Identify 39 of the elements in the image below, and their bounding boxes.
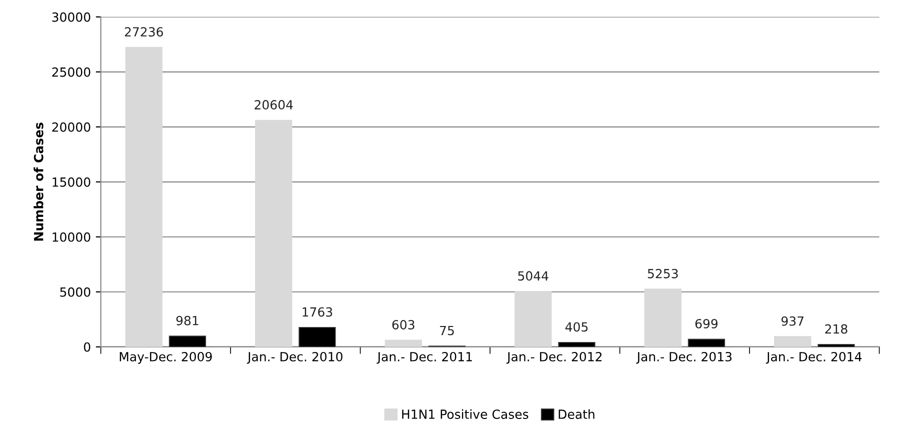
- y-tick-label: 0: [84, 342, 90, 352]
- x-tick-label: May-Dec. 2009: [120, 352, 212, 364]
- bar: [818, 344, 855, 347]
- data-label: 1763: [302, 307, 332, 317]
- legend-label: Death: [558, 409, 594, 419]
- bar: [558, 342, 596, 347]
- x-tick-label: Jan.- Dec. 2011: [376, 352, 472, 364]
- data-label: 699: [695, 318, 718, 328]
- y-tick-label: 10000: [52, 232, 90, 242]
- legend-label: H1N1 Positive Cases: [402, 409, 528, 419]
- x-tick-label: Jan.- Dec. 2013: [636, 352, 732, 364]
- bar: [644, 288, 682, 347]
- bar: [298, 327, 336, 347]
- data-label: 218: [825, 324, 848, 334]
- data-label: 5253: [648, 268, 678, 278]
- x-tick-label: Jan.- Dec. 2012: [506, 352, 602, 364]
- data-label: 603: [392, 320, 414, 330]
- bar: [514, 290, 552, 347]
- y-tick-label: 20000: [52, 122, 90, 132]
- data-label: 405: [565, 322, 588, 332]
- bar: [255, 120, 292, 347]
- data-label: 981: [176, 316, 198, 326]
- data-label: 75: [440, 326, 454, 336]
- bar: [168, 336, 206, 347]
- data-label: 5044: [518, 271, 548, 281]
- y-axis-title: Number of Cases: [34, 122, 44, 241]
- bar: [774, 336, 812, 347]
- bar: [384, 340, 422, 347]
- x-tick-label: Jan.- Dec. 2010: [246, 352, 342, 364]
- data-label: 20604: [254, 100, 293, 110]
- y-tick-label: 15000: [52, 177, 90, 187]
- y-tick-label: 5000: [60, 287, 90, 297]
- bar: [688, 338, 726, 347]
- bar: [125, 46, 162, 347]
- x-tick-label: Jan.- Dec. 2014: [766, 352, 862, 364]
- y-tick-label: 25000: [52, 67, 90, 77]
- y-tick-label: 30000: [52, 12, 90, 22]
- data-label: 27236: [124, 27, 163, 37]
- data-label: 937: [781, 316, 804, 326]
